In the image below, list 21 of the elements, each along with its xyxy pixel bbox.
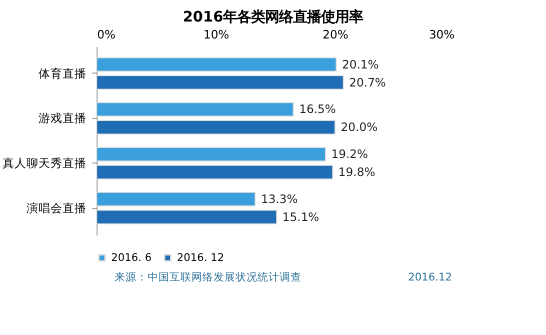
legend-label: 2016. 6 bbox=[111, 250, 152, 264]
x-tick-label: 30% bbox=[428, 27, 455, 42]
text: 2016.12 bbox=[408, 270, 452, 284]
x-tick-label: 10% bbox=[203, 27, 230, 42]
y-tick-label: 游戏直播 bbox=[38, 111, 86, 126]
x-tick-label: 0% bbox=[97, 27, 116, 42]
data-label: 19.2% bbox=[331, 147, 368, 162]
source-note: 来源：中国互联网络发展状况统计调查 bbox=[114, 270, 302, 284]
y-tick-label: 演唱会直播 bbox=[26, 200, 86, 215]
data-label: 16.5% bbox=[299, 102, 336, 116]
data-label: 13.3% bbox=[260, 192, 298, 206]
x-tick-label: 20% bbox=[322, 27, 348, 42]
data-label: 19.8% bbox=[338, 165, 376, 180]
data-label: 20.7% bbox=[349, 75, 386, 90]
chart-title: 2016年各类网络直播使用率 bbox=[182, 8, 364, 26]
data-label: 20.0% bbox=[340, 120, 378, 134]
y-tick-label: 体育直播 bbox=[38, 66, 86, 80]
data-label: 15.1% bbox=[282, 210, 320, 224]
legend-label: 2016. 12 bbox=[176, 250, 224, 264]
y-tick-label: 真人聊天秀直播 bbox=[2, 156, 86, 170]
data-label: 20.1% bbox=[342, 57, 379, 72]
